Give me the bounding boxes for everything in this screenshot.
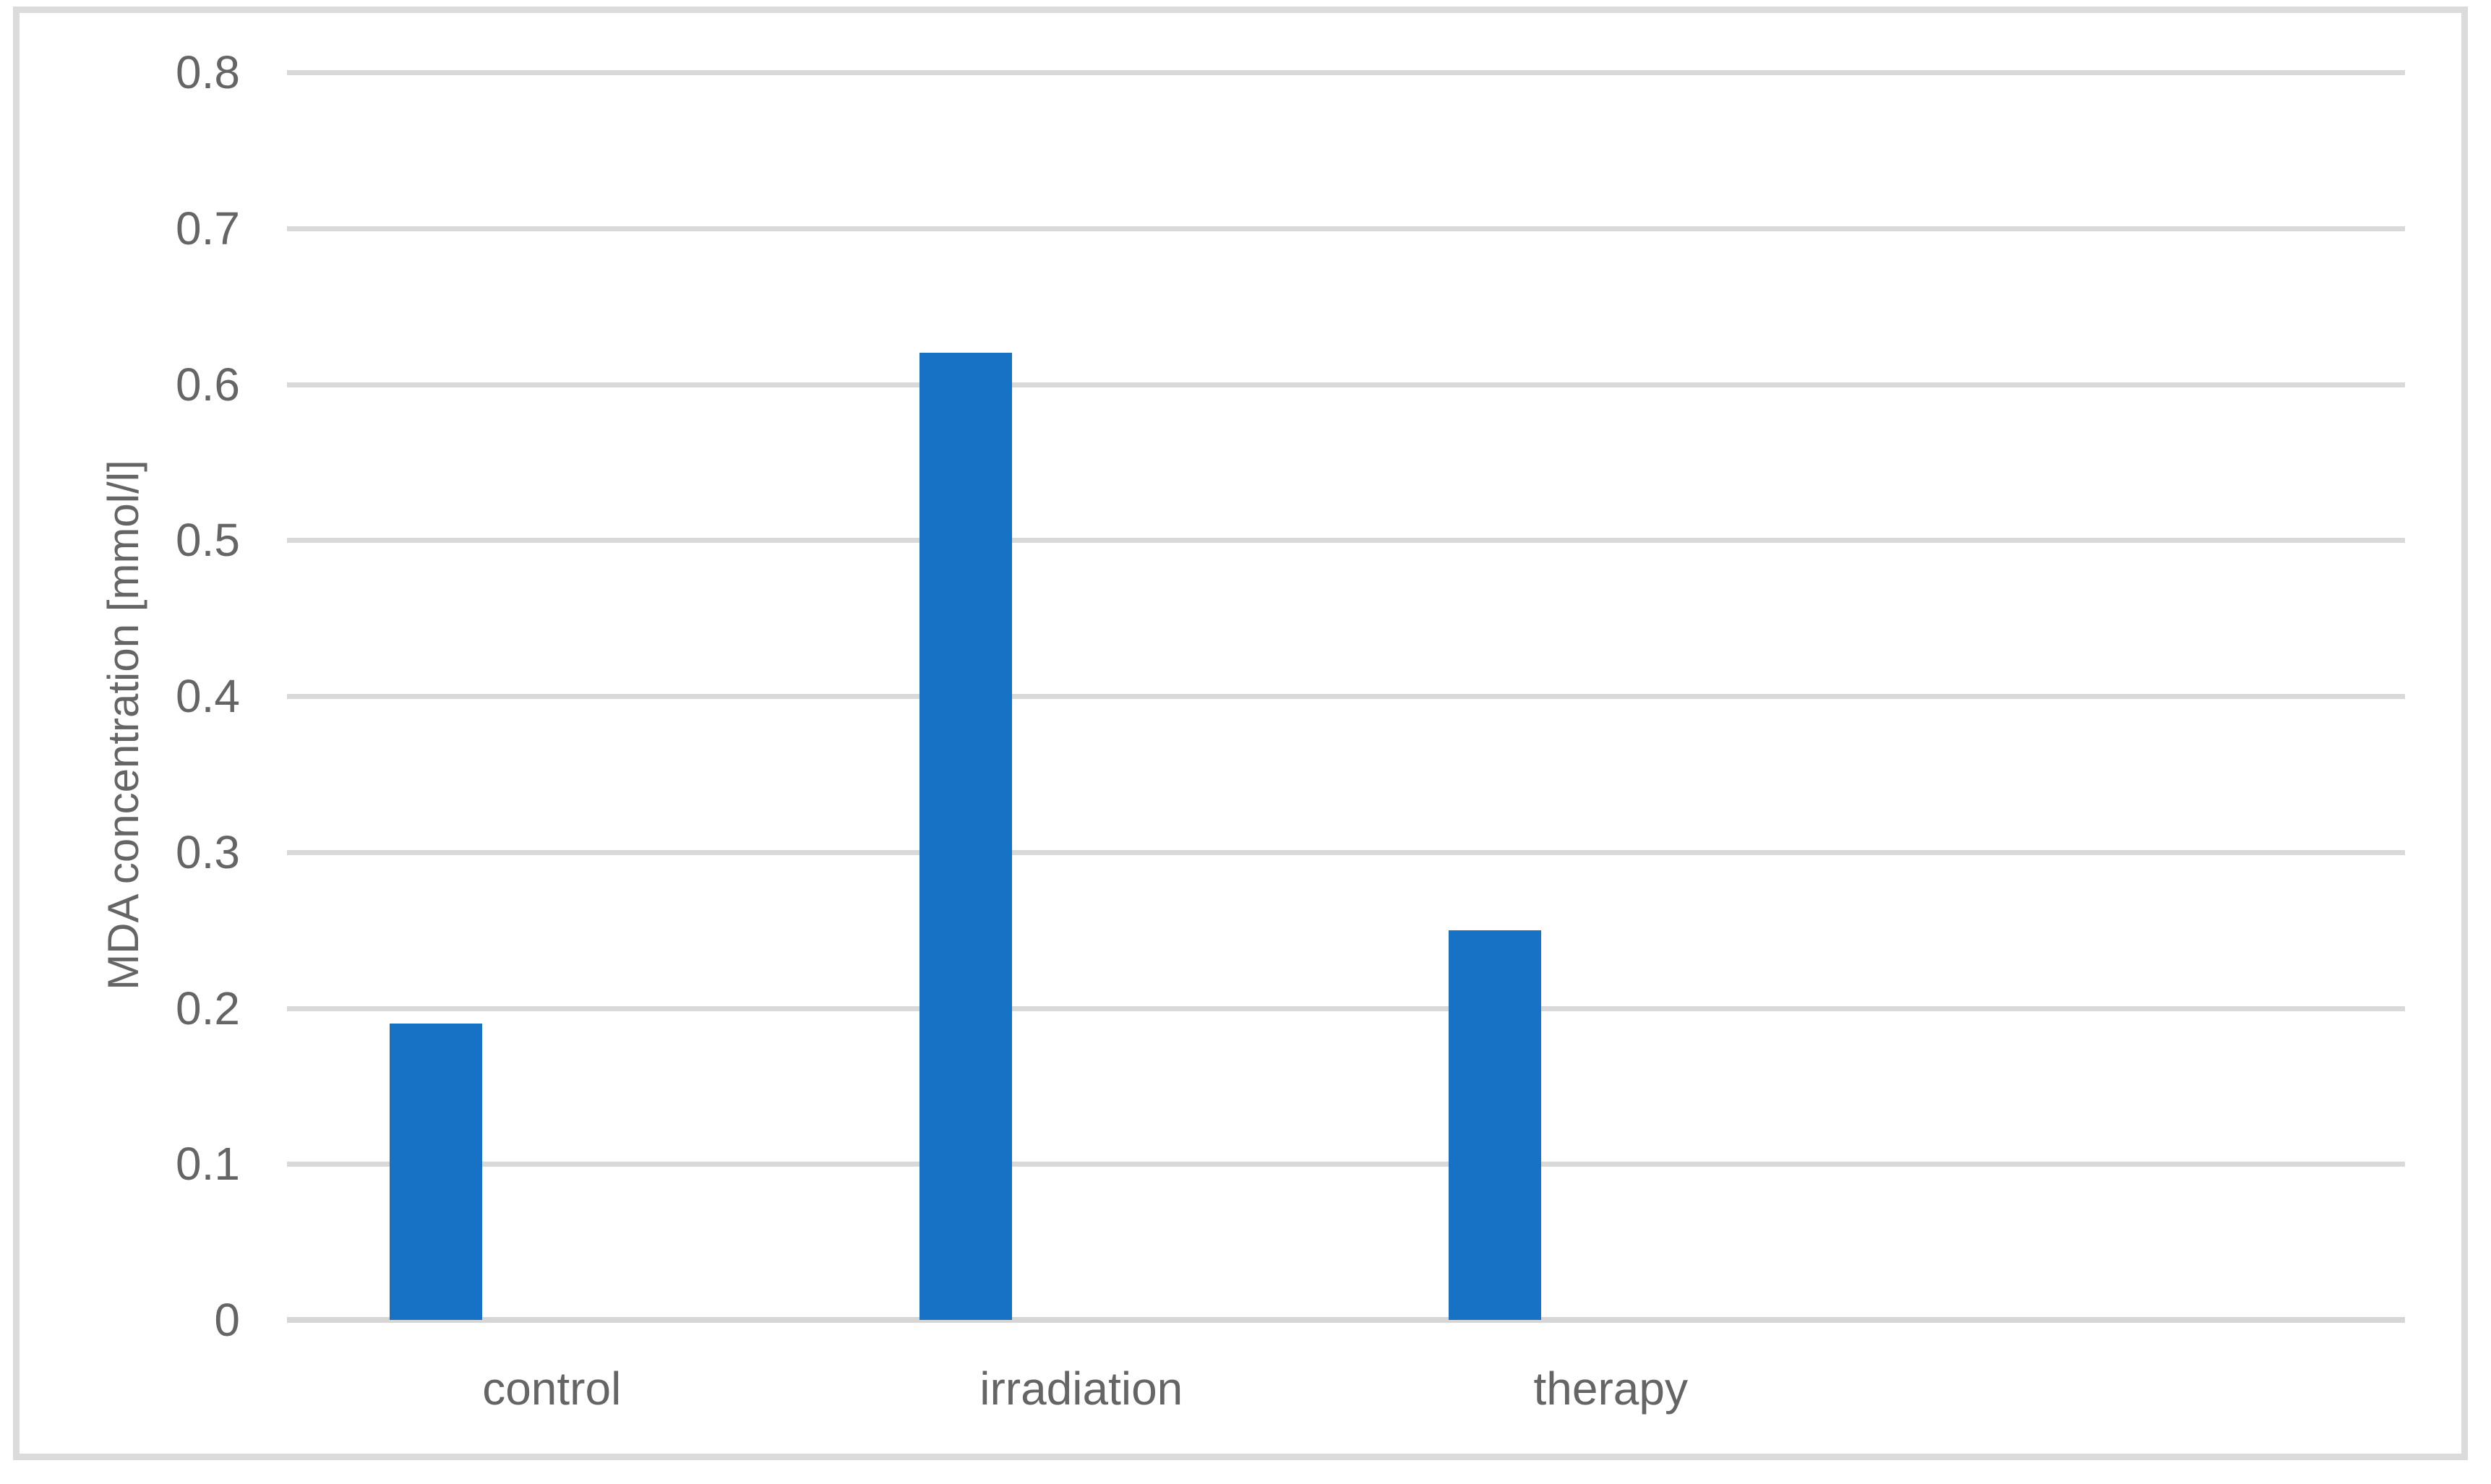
bar-therapy xyxy=(1449,930,1542,1320)
y-tick-label: 0.4 xyxy=(176,670,240,722)
gridline xyxy=(287,694,2405,699)
y-tick-label: 0.2 xyxy=(176,982,240,1034)
x-category-label: control xyxy=(482,1363,622,1415)
bar-control xyxy=(390,1024,483,1320)
chart-border xyxy=(13,7,2468,1460)
gridline xyxy=(287,1162,2405,1167)
gridline xyxy=(287,382,2405,387)
x-axis-line xyxy=(287,1317,2405,1323)
y-tick-label: 0.8 xyxy=(176,46,240,98)
gridline xyxy=(287,1005,2405,1011)
y-tick-label: 0.5 xyxy=(176,514,240,567)
y-tick-label: 0.1 xyxy=(176,1138,240,1191)
y-tick-label: 0.6 xyxy=(176,358,240,411)
y-tick-label: 0 xyxy=(214,1294,240,1346)
bar-irradiation xyxy=(919,353,1012,1320)
gridline xyxy=(287,226,2405,231)
gridline xyxy=(287,849,2405,855)
x-category-label: therapy xyxy=(1533,1363,1688,1415)
x-category-label: irradiation xyxy=(979,1363,1183,1415)
gridline xyxy=(287,70,2405,75)
gridline xyxy=(287,538,2405,544)
y-tick-label: 0.3 xyxy=(176,825,240,878)
y-tick-label: 0.7 xyxy=(176,202,240,254)
